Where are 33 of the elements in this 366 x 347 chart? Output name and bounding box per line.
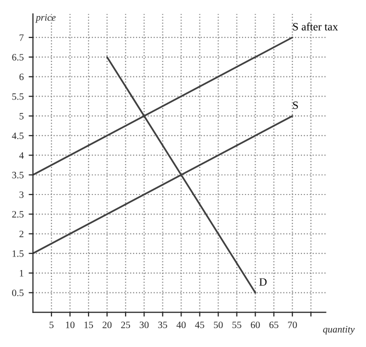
y-tick-label: 6 — [19, 74, 24, 80]
series-label: S after tax — [293, 22, 338, 30]
y-tick-label: 3 — [20, 191, 24, 198]
y-tick-label: 2.5 — [12, 211, 24, 218]
series-label: D — [259, 278, 267, 286]
x-tick-label: 65 — [269, 322, 278, 328]
x-tick-label: 70 — [288, 322, 297, 328]
x-tick-label: 55 — [232, 322, 242, 328]
x-tick-label: 30 — [140, 322, 149, 328]
x-tick-label: 45 — [195, 322, 204, 328]
x-tick-label: 20 — [102, 322, 112, 328]
y-tick-label: 7 — [20, 34, 24, 41]
x-tick-label: 35 — [158, 322, 168, 328]
x-tick-label: 40 — [176, 322, 186, 328]
y-tick-label: 3.5 — [12, 172, 24, 178]
y-tick-label: 6.5 — [12, 54, 24, 61]
x-tick-label: 60 — [250, 322, 260, 328]
y-tick-label: 5.5 — [12, 93, 24, 100]
y-tick-label: 4.5 — [12, 132, 24, 140]
y-axis-title: price — [35, 14, 56, 23]
x-tick-label: 5 — [50, 322, 54, 328]
x-tick-label: 15 — [84, 322, 94, 328]
y-tick-label: 5 — [20, 112, 24, 120]
series-label: S — [293, 102, 298, 109]
x-tick-label: 25 — [121, 322, 130, 328]
x-tick-label: 10 — [66, 322, 74, 328]
y-tick-label: 0.5 — [12, 290, 24, 296]
y-tick-label: 4 — [19, 152, 24, 159]
x-axis-title: quantity — [323, 326, 355, 335]
x-tick-label: 50 — [214, 322, 223, 328]
y-tick-label: 2 — [19, 230, 24, 238]
y-tick-label: 1.5 — [12, 250, 24, 257]
y-tick-label: 1 — [20, 270, 24, 276]
